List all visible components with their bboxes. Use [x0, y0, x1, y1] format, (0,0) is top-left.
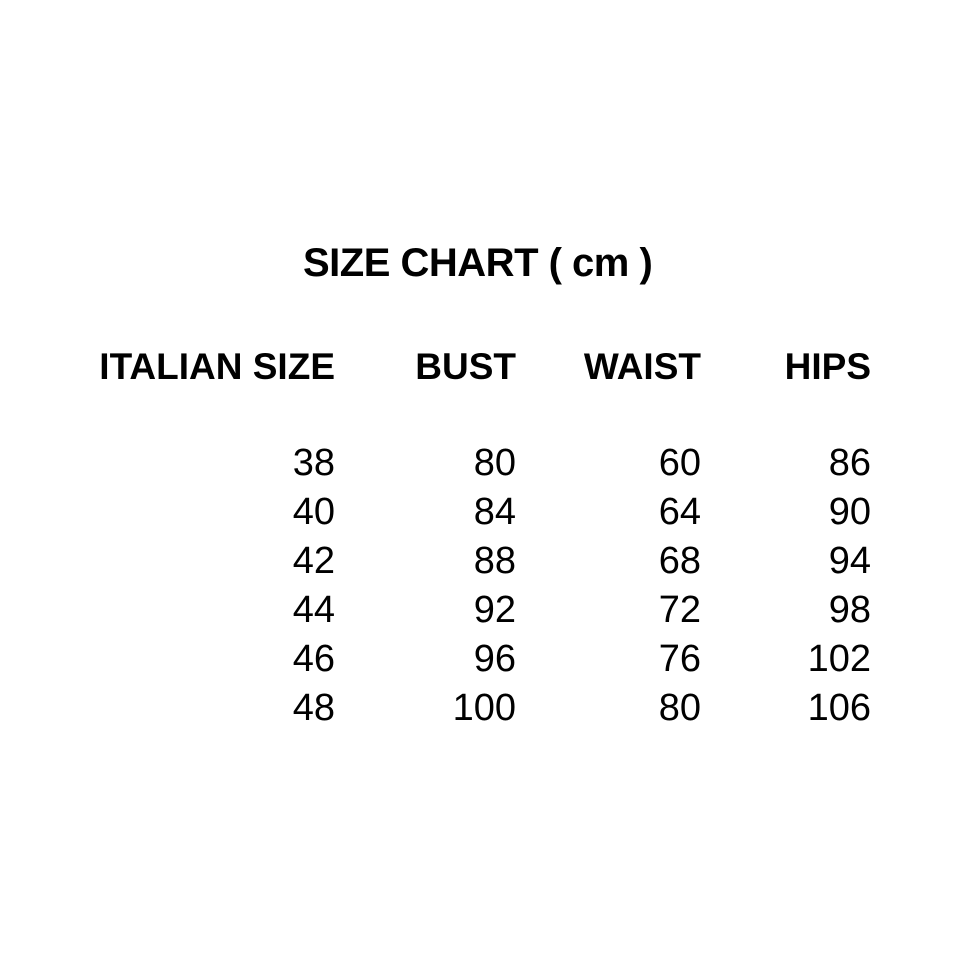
- cell-italian-size: 44: [292, 589, 335, 631]
- cell-italian-size: 40: [292, 491, 335, 533]
- cell-waist: 72: [658, 589, 701, 631]
- cell-hips: 98: [828, 589, 871, 631]
- cell-waist: 60: [658, 442, 701, 484]
- cell-waist: 76: [658, 638, 701, 680]
- table-row: 38 80 60 86: [90, 439, 871, 488]
- column-header-bust: BUST: [415, 346, 516, 387]
- table-row: 46 96 76 102: [90, 635, 871, 684]
- cell-hips: 102: [807, 638, 871, 680]
- cell-waist: 64: [658, 491, 701, 533]
- table-row: 44 92 72 98: [90, 586, 871, 635]
- column-header-italian-size: ITALIAN SIZE: [99, 346, 335, 387]
- cell-hips: 90: [828, 491, 871, 533]
- column-header-hips: HIPS: [784, 346, 871, 387]
- cell-bust: 88: [473, 540, 516, 582]
- cell-bust: 100: [452, 687, 516, 729]
- header-row: ITALIAN SIZE BUST WAIST HIPS: [90, 348, 871, 439]
- cell-bust: 92: [473, 589, 516, 631]
- page-title: SIZE CHART ( cm ): [303, 241, 653, 285]
- cell-waist: 68: [658, 540, 701, 582]
- cell-italian-size: 42: [292, 540, 335, 582]
- cell-bust: 80: [473, 442, 516, 484]
- cell-italian-size: 46: [292, 638, 335, 680]
- table-row: 42 88 68 94: [90, 537, 871, 586]
- cell-italian-size: 48: [292, 687, 335, 729]
- cell-italian-size: 38: [292, 442, 335, 484]
- cell-bust: 84: [473, 491, 516, 533]
- size-chart-table: ITALIAN SIZE BUST WAIST HIPS 38 80 60 86…: [90, 348, 871, 733]
- cell-hips: 106: [807, 687, 871, 729]
- table-row: 48 100 80 106: [90, 684, 871, 733]
- cell-waist: 80: [658, 687, 701, 729]
- cell-hips: 94: [828, 540, 871, 582]
- cell-hips: 86: [828, 442, 871, 484]
- cell-bust: 96: [473, 638, 516, 680]
- table-row: 40 84 64 90: [90, 488, 871, 537]
- column-header-waist: WAIST: [583, 346, 701, 387]
